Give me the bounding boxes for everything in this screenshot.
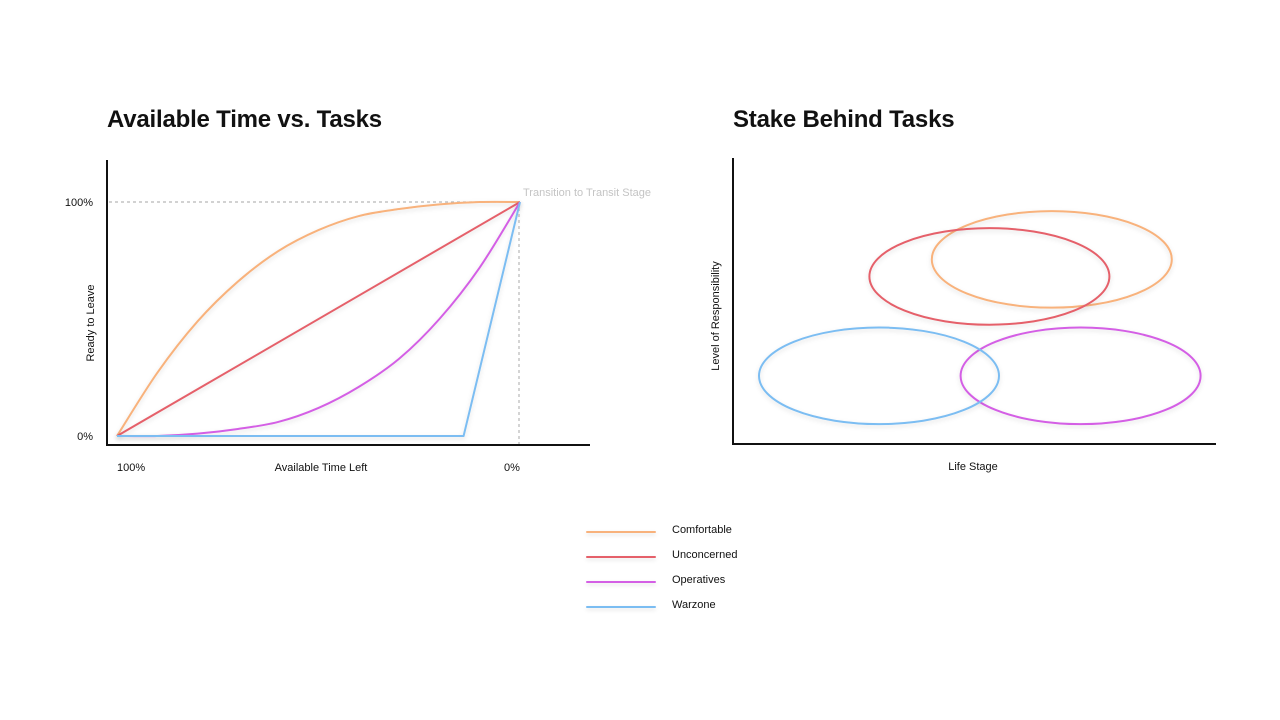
x-axis-label-right: Life Stage	[948, 461, 998, 473]
legend-swatch	[586, 581, 656, 583]
legend-item-warzone: Warzone	[586, 597, 786, 622]
legend-item-operatives: Operatives	[586, 572, 786, 597]
series-line-unconcerned	[116, 201, 521, 437]
legend-swatch	[586, 556, 656, 558]
transition-annotation: Transition to Transit Stage	[523, 187, 651, 199]
legend-item-unconcerned: Unconcerned	[586, 547, 786, 572]
x-axis-label: Available Time Left	[275, 462, 368, 474]
legend-swatch	[586, 606, 656, 608]
legend-label: Operatives	[672, 574, 726, 586]
left-chart-title: Available Time vs. Tasks	[107, 106, 382, 133]
series-line-comfortable	[116, 200, 521, 437]
legend-label: Warzone	[672, 599, 716, 611]
legend-item-comfortable: Comfortable	[586, 522, 786, 547]
right-chart-title: Stake Behind Tasks	[733, 106, 955, 133]
ellipse-operatives	[959, 326, 1202, 426]
x-tick-label: 0%	[504, 462, 520, 474]
x-tick-label: 100%	[117, 462, 145, 474]
legend-swatch	[586, 531, 656, 533]
y-tick-label: 0%	[77, 431, 93, 443]
y-axis-label: Ready to Leave	[85, 284, 97, 361]
y-axis-label-right: Level of Responsibility	[710, 261, 722, 371]
legend-label: Comfortable	[672, 524, 732, 536]
series-line-operatives	[116, 201, 521, 438]
ellipse-comfortable	[930, 210, 1173, 309]
ellipse-unconcerned	[868, 227, 1111, 326]
ellipse-warzone	[758, 326, 1000, 426]
series-line-warzone	[117, 201, 521, 437]
legend-label: Unconcerned	[672, 549, 738, 561]
legend: Comfortable Unconcerned Operatives Warzone	[586, 522, 786, 622]
y-tick-label: 100%	[65, 197, 93, 209]
